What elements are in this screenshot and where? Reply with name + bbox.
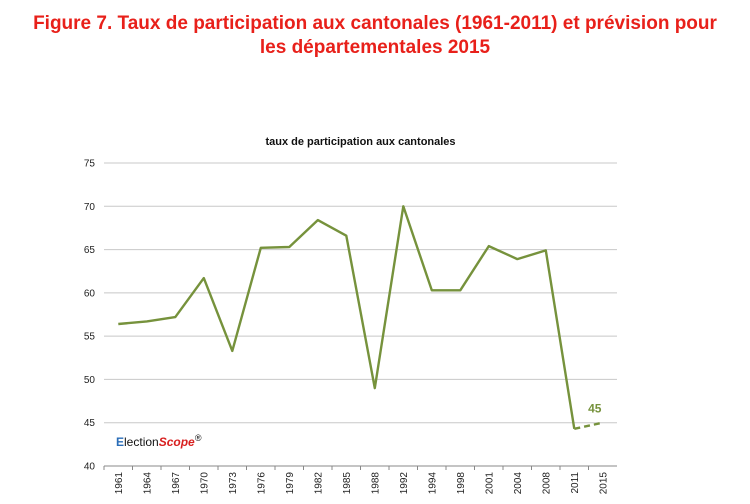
data-label: 45 (588, 402, 602, 416)
x-tick-label: 2015 (598, 472, 609, 495)
y-tick-label: 55 (84, 332, 96, 343)
y-tick-label: 75 (84, 159, 96, 170)
x-tick-label: 2008 (541, 472, 552, 495)
figure-title-line1: Figure 7. Taux de participation aux cant… (33, 13, 717, 34)
y-tick-label: 70 (84, 202, 96, 213)
x-tick-label: 2011 (570, 472, 581, 494)
x-tick-label: 2004 (513, 472, 524, 495)
figure-title-line2: les départementales 2015 (259, 37, 491, 58)
chart-title: taux de participation aux cantonales (265, 136, 455, 148)
y-tick-label: 40 (84, 462, 96, 473)
x-tick-label: 1970 (199, 472, 210, 495)
y-tick-label: 45 (84, 418, 96, 429)
x-tick-label: 1976 (256, 472, 267, 495)
y-tick-label: 60 (84, 288, 96, 299)
forecast-series-line (574, 421, 604, 430)
x-tick-label: 1964 (142, 472, 153, 495)
y-tick-label: 50 (84, 375, 96, 386)
x-tick-label: 1985 (342, 472, 353, 495)
x-tick-label: 1967 (171, 472, 182, 495)
x-tick-label: 1973 (228, 472, 239, 495)
logo-text: lection (124, 435, 159, 449)
y-tick-label: 65 (84, 245, 96, 256)
x-tick-label: 2001 (484, 472, 495, 495)
x-tick-label: 1988 (370, 472, 381, 495)
logo-registered-mark: ® (194, 433, 202, 443)
x-tick-label: 1994 (427, 472, 438, 495)
x-tick-label: 1979 (285, 472, 296, 495)
figure-title: Figure 7. Taux de participation aux cant… (0, 12, 750, 60)
x-tick-label: 1998 (456, 472, 467, 495)
electionscope-logo: ElectionScope® (116, 433, 201, 449)
series-line (118, 205, 576, 429)
logo-initial: E (116, 435, 125, 449)
x-tick-label: 1992 (399, 472, 410, 495)
x-tick-label: 1961 (114, 472, 125, 495)
logo-scope: Scope (158, 435, 195, 449)
x-tick-label: 1982 (313, 472, 324, 495)
